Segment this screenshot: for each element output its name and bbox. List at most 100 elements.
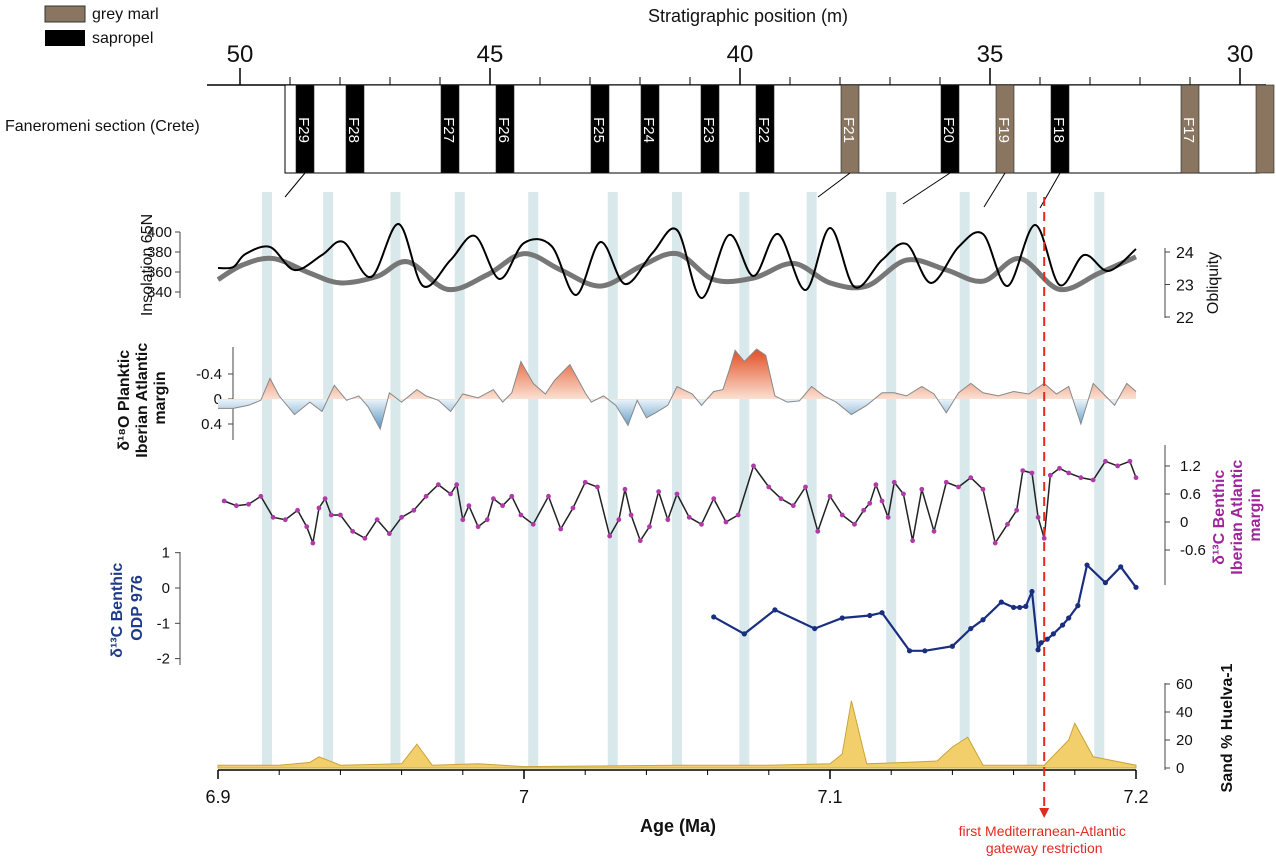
d13c-iberian-point xyxy=(1041,535,1047,541)
tie-line xyxy=(817,172,851,198)
d13c-iberian-point xyxy=(509,493,515,499)
odp976-point xyxy=(1066,615,1072,621)
highlight-band xyxy=(672,192,682,768)
odp976-point xyxy=(1133,584,1139,590)
bed-F28 xyxy=(345,84,365,174)
age-tick-label: 6.9 xyxy=(205,787,230,807)
sand-panel: 60 40 20 0 Sand % Huelva-1 xyxy=(217,663,1236,792)
d13c-iberian-point xyxy=(1066,470,1072,476)
bed-label: F23 xyxy=(700,117,717,143)
odp976-point xyxy=(1084,562,1090,568)
bed-F25 xyxy=(590,84,610,174)
odp976-point xyxy=(949,643,956,649)
top-tick-label: 50 xyxy=(227,41,254,68)
d13c-iberian-point xyxy=(328,512,334,518)
d13c-iberian-point xyxy=(827,493,833,499)
d13c-iberian-point xyxy=(460,517,466,523)
d18o-tick-label: 0.4 xyxy=(201,416,222,433)
sand-area xyxy=(217,700,1137,769)
d13c-iberian-point xyxy=(518,512,524,518)
odp976-point xyxy=(1050,631,1056,637)
d13c-iberian-point xyxy=(711,496,717,502)
d13c-iberian-point xyxy=(295,507,300,513)
odp976-point xyxy=(839,615,845,621)
d13c-iberian-point xyxy=(968,475,974,481)
odp976-point xyxy=(1075,603,1081,609)
d13c-iberian-point xyxy=(607,533,613,539)
d13c-iberian-point xyxy=(1078,475,1084,481)
d13c-iberian-label-line2: Iberian Atlantic xyxy=(1229,460,1246,575)
age-axis-label: Age (Ma) xyxy=(640,816,716,836)
d13c-iberian-point xyxy=(322,496,328,502)
highlight-band xyxy=(261,192,272,768)
d13c-iberian-point xyxy=(852,521,857,527)
d13c-iberian-point xyxy=(647,524,652,530)
tie-line xyxy=(284,172,306,198)
odp976-ylabel: δ¹³C Benthic ODP 976 xyxy=(109,558,146,657)
d13c-iberian-panel: 1.2 0.6 0 -0.6 δ¹³C Benthic Iberian Atlanti… xyxy=(221,445,1264,585)
d13c-iberian-point xyxy=(423,493,429,499)
d13c-iberian-line xyxy=(223,460,1137,546)
d13c-iberian-point xyxy=(316,505,322,511)
highlight-band xyxy=(323,192,334,768)
tie-line xyxy=(902,172,951,205)
d13c-iberian-point xyxy=(901,491,906,497)
d13c-iberian-point xyxy=(919,486,925,492)
bed-label: F20 xyxy=(940,117,957,143)
d13c-iberian-point xyxy=(530,521,536,527)
odp976-point xyxy=(772,607,778,613)
odp976-points xyxy=(711,562,1139,654)
odp976-y-ticks: 1 0 -1 -2 xyxy=(157,545,180,668)
d13c-iberian-point xyxy=(1103,458,1108,464)
top-tick-label: 35 xyxy=(977,41,1004,68)
d13c-iberian-point xyxy=(546,493,551,499)
d13c-iberian-point xyxy=(258,493,264,499)
faneromeni-section: Stratigraphic position (m) Faneromeni se… xyxy=(5,6,1275,209)
d13c-iberian-point xyxy=(1014,507,1020,513)
d13c-iberian-tick-label: 0 xyxy=(1180,514,1188,531)
d13c-iberian-point xyxy=(484,517,490,523)
d13c-iberian-point xyxy=(861,507,867,513)
odp976-point xyxy=(867,612,873,619)
odp976-point xyxy=(968,625,974,632)
highlight-band xyxy=(454,192,465,768)
d18o-ylabel: δ¹⁸O Planktic Iberian Atlantic margin xyxy=(116,338,169,457)
d13c-iberian-point xyxy=(386,531,392,537)
d18o-line xyxy=(218,348,1137,431)
d13c-iberian-label: δ¹³C Benthic Iberian Atlantic margin xyxy=(1211,455,1264,574)
bed-label: F29 xyxy=(295,117,312,143)
obliquity-y-ticks: 24 23 22 xyxy=(1165,245,1194,327)
d13c-iberian-label-line3: margin xyxy=(1247,488,1264,541)
d13c-iberian-point xyxy=(839,512,845,518)
d13c-iberian-point xyxy=(815,528,821,534)
d13c-iberian-point xyxy=(374,517,380,523)
d18o-tick-label: -0.4 xyxy=(196,366,222,383)
d13c-iberian-point xyxy=(980,486,986,492)
d13c-iberian-point xyxy=(956,484,961,490)
insolation-ylabel: Insolation 65N xyxy=(139,214,156,316)
odp976-point xyxy=(1059,622,1066,628)
d13c-iberian-point xyxy=(910,538,916,544)
bed-F26 xyxy=(495,84,515,174)
d13c-iberian-tick-label: 0.6 xyxy=(1180,486,1201,503)
d13c-iberian-point xyxy=(1029,470,1035,476)
d13c-iberian-point xyxy=(448,491,453,497)
obliquity-tick-label: 23 xyxy=(1176,278,1194,295)
highlight-band xyxy=(390,192,401,768)
bed-label: F28 xyxy=(345,117,362,143)
highlight-band xyxy=(806,192,817,768)
age-tick-label: 7 xyxy=(519,787,529,807)
d13c-iberian-point xyxy=(879,498,885,504)
legend-grey-marl-label: grey marl xyxy=(92,6,159,23)
bed-label: F27 xyxy=(440,117,457,143)
odp976-tick-label: 0 xyxy=(162,580,170,597)
odp976-point xyxy=(1029,588,1035,595)
d13c-iberian-point xyxy=(778,496,784,502)
d13c-iberian-point xyxy=(399,514,404,520)
tie-line xyxy=(983,172,1006,208)
event-label: first Mediterranean-Atlantic gateway res… xyxy=(959,823,1130,856)
d13c-iberian-point xyxy=(1127,458,1133,464)
d13c-iberian-point xyxy=(686,514,692,520)
bed-F24 xyxy=(640,84,660,174)
d13c-iberian-point xyxy=(466,503,472,509)
